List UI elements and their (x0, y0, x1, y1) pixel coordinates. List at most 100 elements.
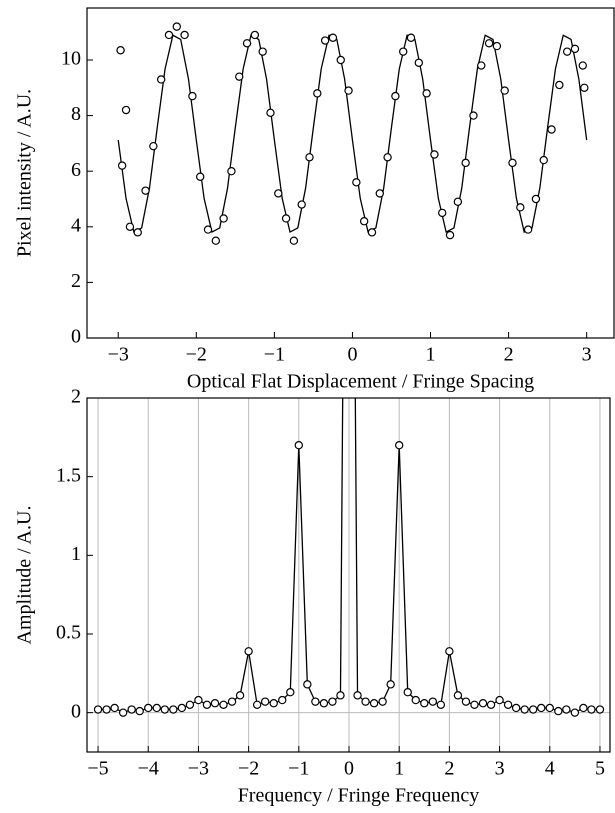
data-point (227, 166, 236, 176)
data-point (185, 700, 195, 710)
y-tick-label: 8 (71, 103, 81, 125)
x-tick-label: 5 (595, 758, 605, 780)
data-point (570, 44, 580, 54)
data-point (252, 700, 262, 710)
data-point (127, 705, 136, 714)
data-point (595, 705, 605, 714)
data-point (461, 697, 471, 706)
data-point (406, 33, 416, 42)
data-point (420, 699, 429, 708)
data-point (399, 47, 408, 56)
data-point (297, 200, 306, 209)
data-point (125, 222, 135, 231)
x-tick-label: 0 (347, 344, 357, 366)
data-point (430, 150, 439, 159)
data-point (461, 158, 470, 168)
fit-line (117, 34, 588, 234)
data-point (436, 700, 446, 710)
data-point (545, 703, 554, 713)
data-point (210, 699, 220, 708)
data-point (328, 33, 338, 42)
data-point (289, 236, 299, 245)
plot-area (116, 22, 589, 245)
y-tick-label: 0 (71, 326, 81, 348)
data-point (383, 153, 392, 162)
data-point (152, 703, 161, 713)
data-point (141, 186, 150, 195)
data-point (470, 700, 479, 710)
data-point (116, 46, 125, 55)
y-tick-label: 1 (71, 543, 81, 565)
data-point (227, 697, 237, 706)
x-tick-label: −2 (186, 344, 207, 366)
data-point (359, 217, 369, 226)
data-point (438, 208, 447, 218)
data-point (135, 706, 144, 716)
data-point (188, 91, 197, 101)
data-point (196, 172, 205, 181)
data-point (242, 39, 252, 48)
data-point (235, 691, 245, 700)
data-point (523, 225, 533, 234)
data-point (319, 699, 329, 708)
data-point (260, 697, 270, 706)
data-point (580, 83, 589, 92)
data-point (328, 697, 337, 706)
data-point (375, 189, 384, 198)
frame (86, 7, 615, 339)
data-point (156, 75, 166, 84)
data-point (361, 697, 370, 706)
data-point (516, 203, 525, 212)
x-tick-label: −1 (264, 344, 285, 366)
data-point (554, 706, 563, 716)
data-point (547, 125, 556, 134)
data-point (311, 697, 320, 706)
x-tick-label: 3 (495, 758, 505, 780)
data-point (495, 695, 504, 705)
x-tick-label: −1 (288, 758, 309, 780)
data-point (386, 680, 395, 689)
data-point (133, 228, 142, 237)
data-point (378, 697, 387, 706)
x-tick-label: −3 (188, 758, 209, 780)
x-tick-label: 4 (545, 758, 555, 780)
x-tick-label: −5 (87, 758, 108, 780)
data-point (453, 691, 463, 700)
data-point (453, 197, 463, 206)
data-point (177, 703, 187, 713)
data-point (305, 153, 314, 162)
y-tick-label: 0 (71, 700, 81, 722)
y-tick-label: 1.5 (56, 464, 81, 486)
data-point (281, 214, 291, 223)
data-point (102, 705, 111, 714)
data-point (336, 55, 345, 65)
data-point (469, 111, 478, 120)
y-axis-label: Amplitude / A.U. (14, 506, 36, 645)
data-point (286, 688, 295, 697)
x-axis-label: Frequency / Fringe Frequency (238, 785, 480, 807)
data-point (391, 91, 400, 101)
data-point (203, 225, 213, 234)
data-point (367, 228, 377, 237)
data-point (570, 708, 580, 717)
data-point (537, 703, 546, 713)
x-tick-label: 1 (394, 758, 404, 780)
y-tick-label: 6 (71, 159, 81, 181)
data-point (579, 703, 588, 713)
data-point (202, 700, 212, 710)
x-tick-label: −2 (238, 758, 259, 780)
data-point (484, 39, 494, 48)
data-point (258, 47, 267, 56)
data-point (235, 72, 244, 81)
data-point (511, 703, 521, 713)
data-point (180, 30, 189, 40)
data-point (478, 699, 488, 708)
data-point (194, 695, 203, 705)
data-point (508, 158, 517, 168)
y-tick-label: 2 (71, 386, 81, 408)
data-point (520, 705, 529, 714)
data-point (394, 441, 404, 450)
data-point (219, 214, 228, 223)
x-tick-label: 0 (344, 758, 354, 780)
data-point (587, 705, 596, 714)
